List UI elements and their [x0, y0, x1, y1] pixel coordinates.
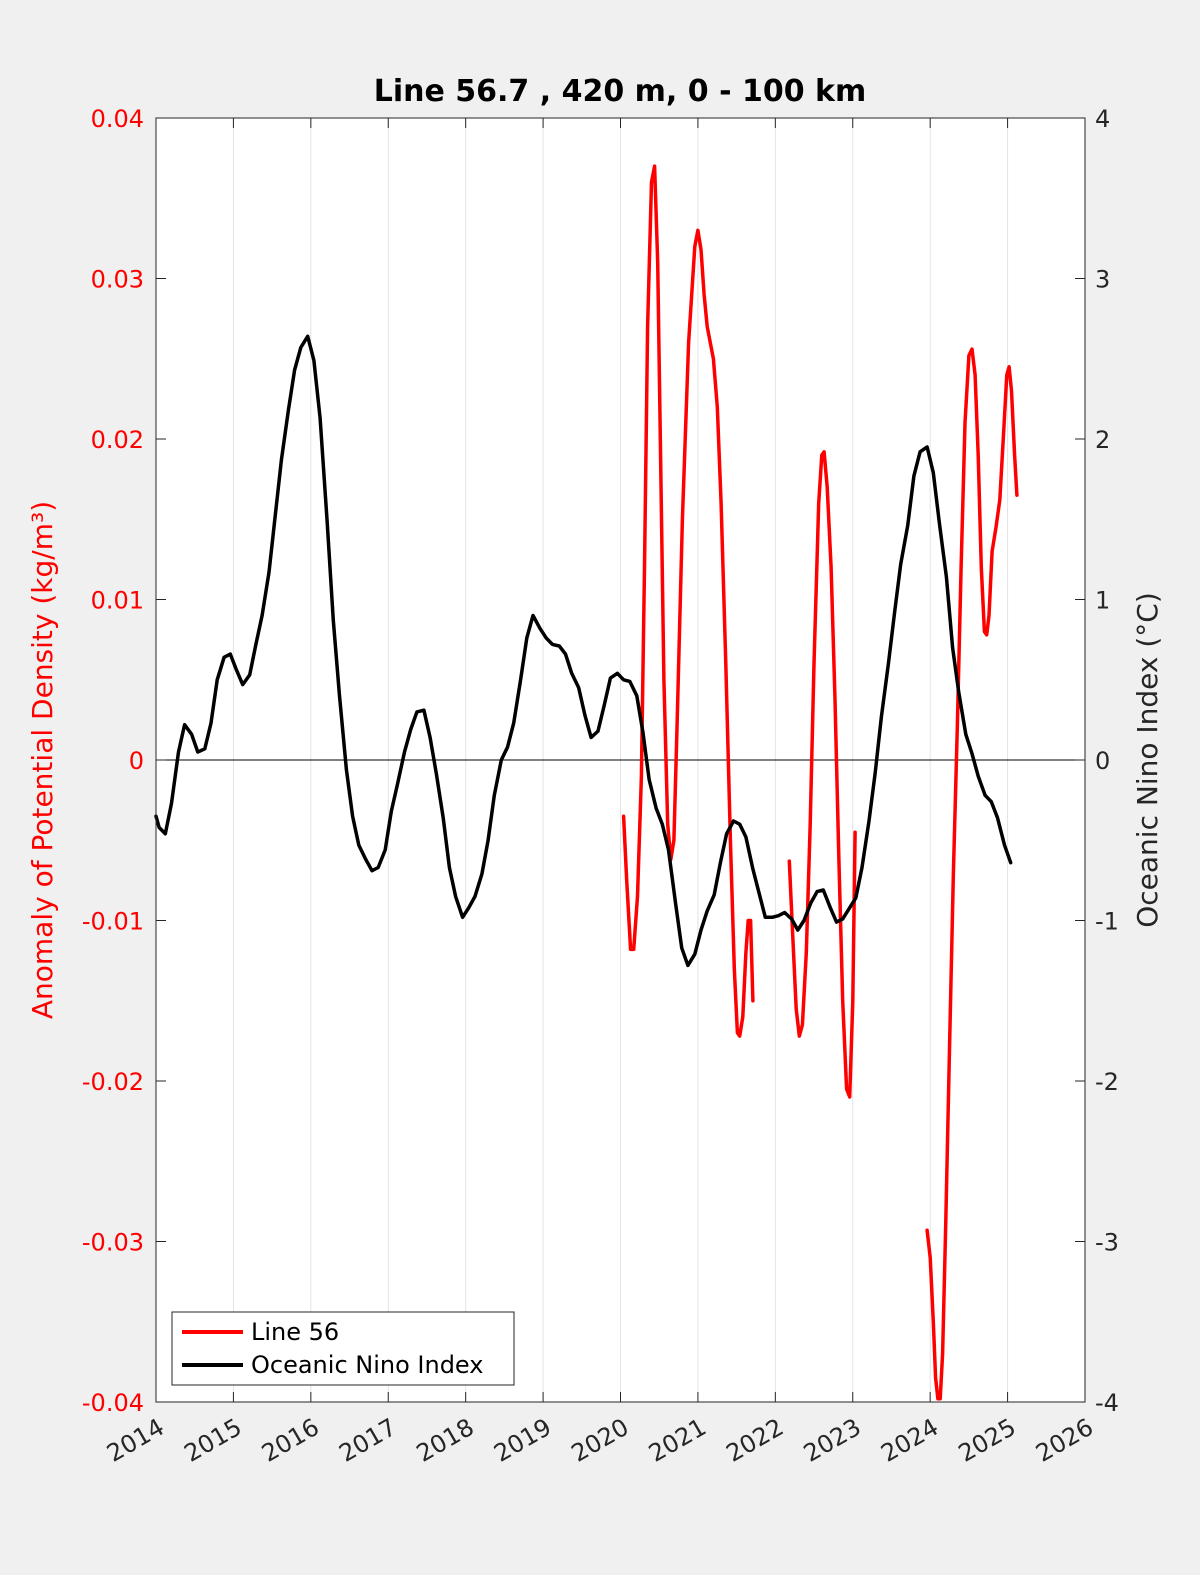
left-axis-label: Anomaly of Potential Density (kg/m³) — [26, 501, 59, 1019]
y-right-tick-label: 1 — [1095, 587, 1110, 615]
series-oceanic-nino-index-segment-1 — [154, 334, 1013, 968]
right-axis-label: Oceanic Nino Index (°C) — [1131, 592, 1164, 928]
y-left-tick-label: -0.04 — [82, 1389, 144, 1417]
series-line-56-segment-1 — [621, 164, 755, 1038]
y-right-tick-label: -2 — [1095, 1068, 1119, 1096]
y-right-tick-label: -3 — [1095, 1229, 1119, 1257]
y-right-tick-label: 0 — [1095, 747, 1110, 775]
series-line-56-segment-3 — [925, 347, 1019, 1401]
series-layer — [154, 164, 1019, 1401]
y-left-tick-label: 0.04 — [91, 105, 144, 133]
y-left-tick-label: -0.03 — [82, 1229, 144, 1257]
series-line-56-segment-2 — [787, 450, 857, 1099]
y-right-tick-label: 4 — [1095, 105, 1110, 133]
legend-label-line56: Line 56 — [251, 1318, 339, 1346]
y-left-tick-label: -0.01 — [82, 908, 144, 936]
y-right-tick-label: 3 — [1095, 266, 1110, 294]
y-left-tick-label: 0.02 — [91, 426, 144, 454]
legend-label-oni: Oceanic Nino Index — [251, 1351, 483, 1379]
chart-title: Line 56.7 , 420 m, 0 - 100 km — [374, 74, 867, 109]
y-left-tick-label: 0.01 — [91, 587, 144, 615]
legend: Line 56 Oceanic Nino Index — [171, 1311, 515, 1386]
legend-box — [171, 1311, 515, 1386]
y-left-tick-label: 0.03 — [91, 266, 144, 294]
y-right-tick-label: -4 — [1095, 1389, 1119, 1417]
y-left-tick-label: 0 — [129, 747, 144, 775]
y-left-tick-label: -0.02 — [82, 1068, 144, 1096]
y-right-tick-label: 2 — [1095, 426, 1110, 454]
right-y-axis: -4 -3 -2 -1 0 1 2 3 4 — [1075, 105, 1119, 1417]
y-right-tick-label: -1 — [1095, 908, 1119, 936]
left-y-axis: -0.04 -0.03 -0.02 -0.01 0 0.01 0.02 0.03 0.04 — [82, 105, 166, 1417]
